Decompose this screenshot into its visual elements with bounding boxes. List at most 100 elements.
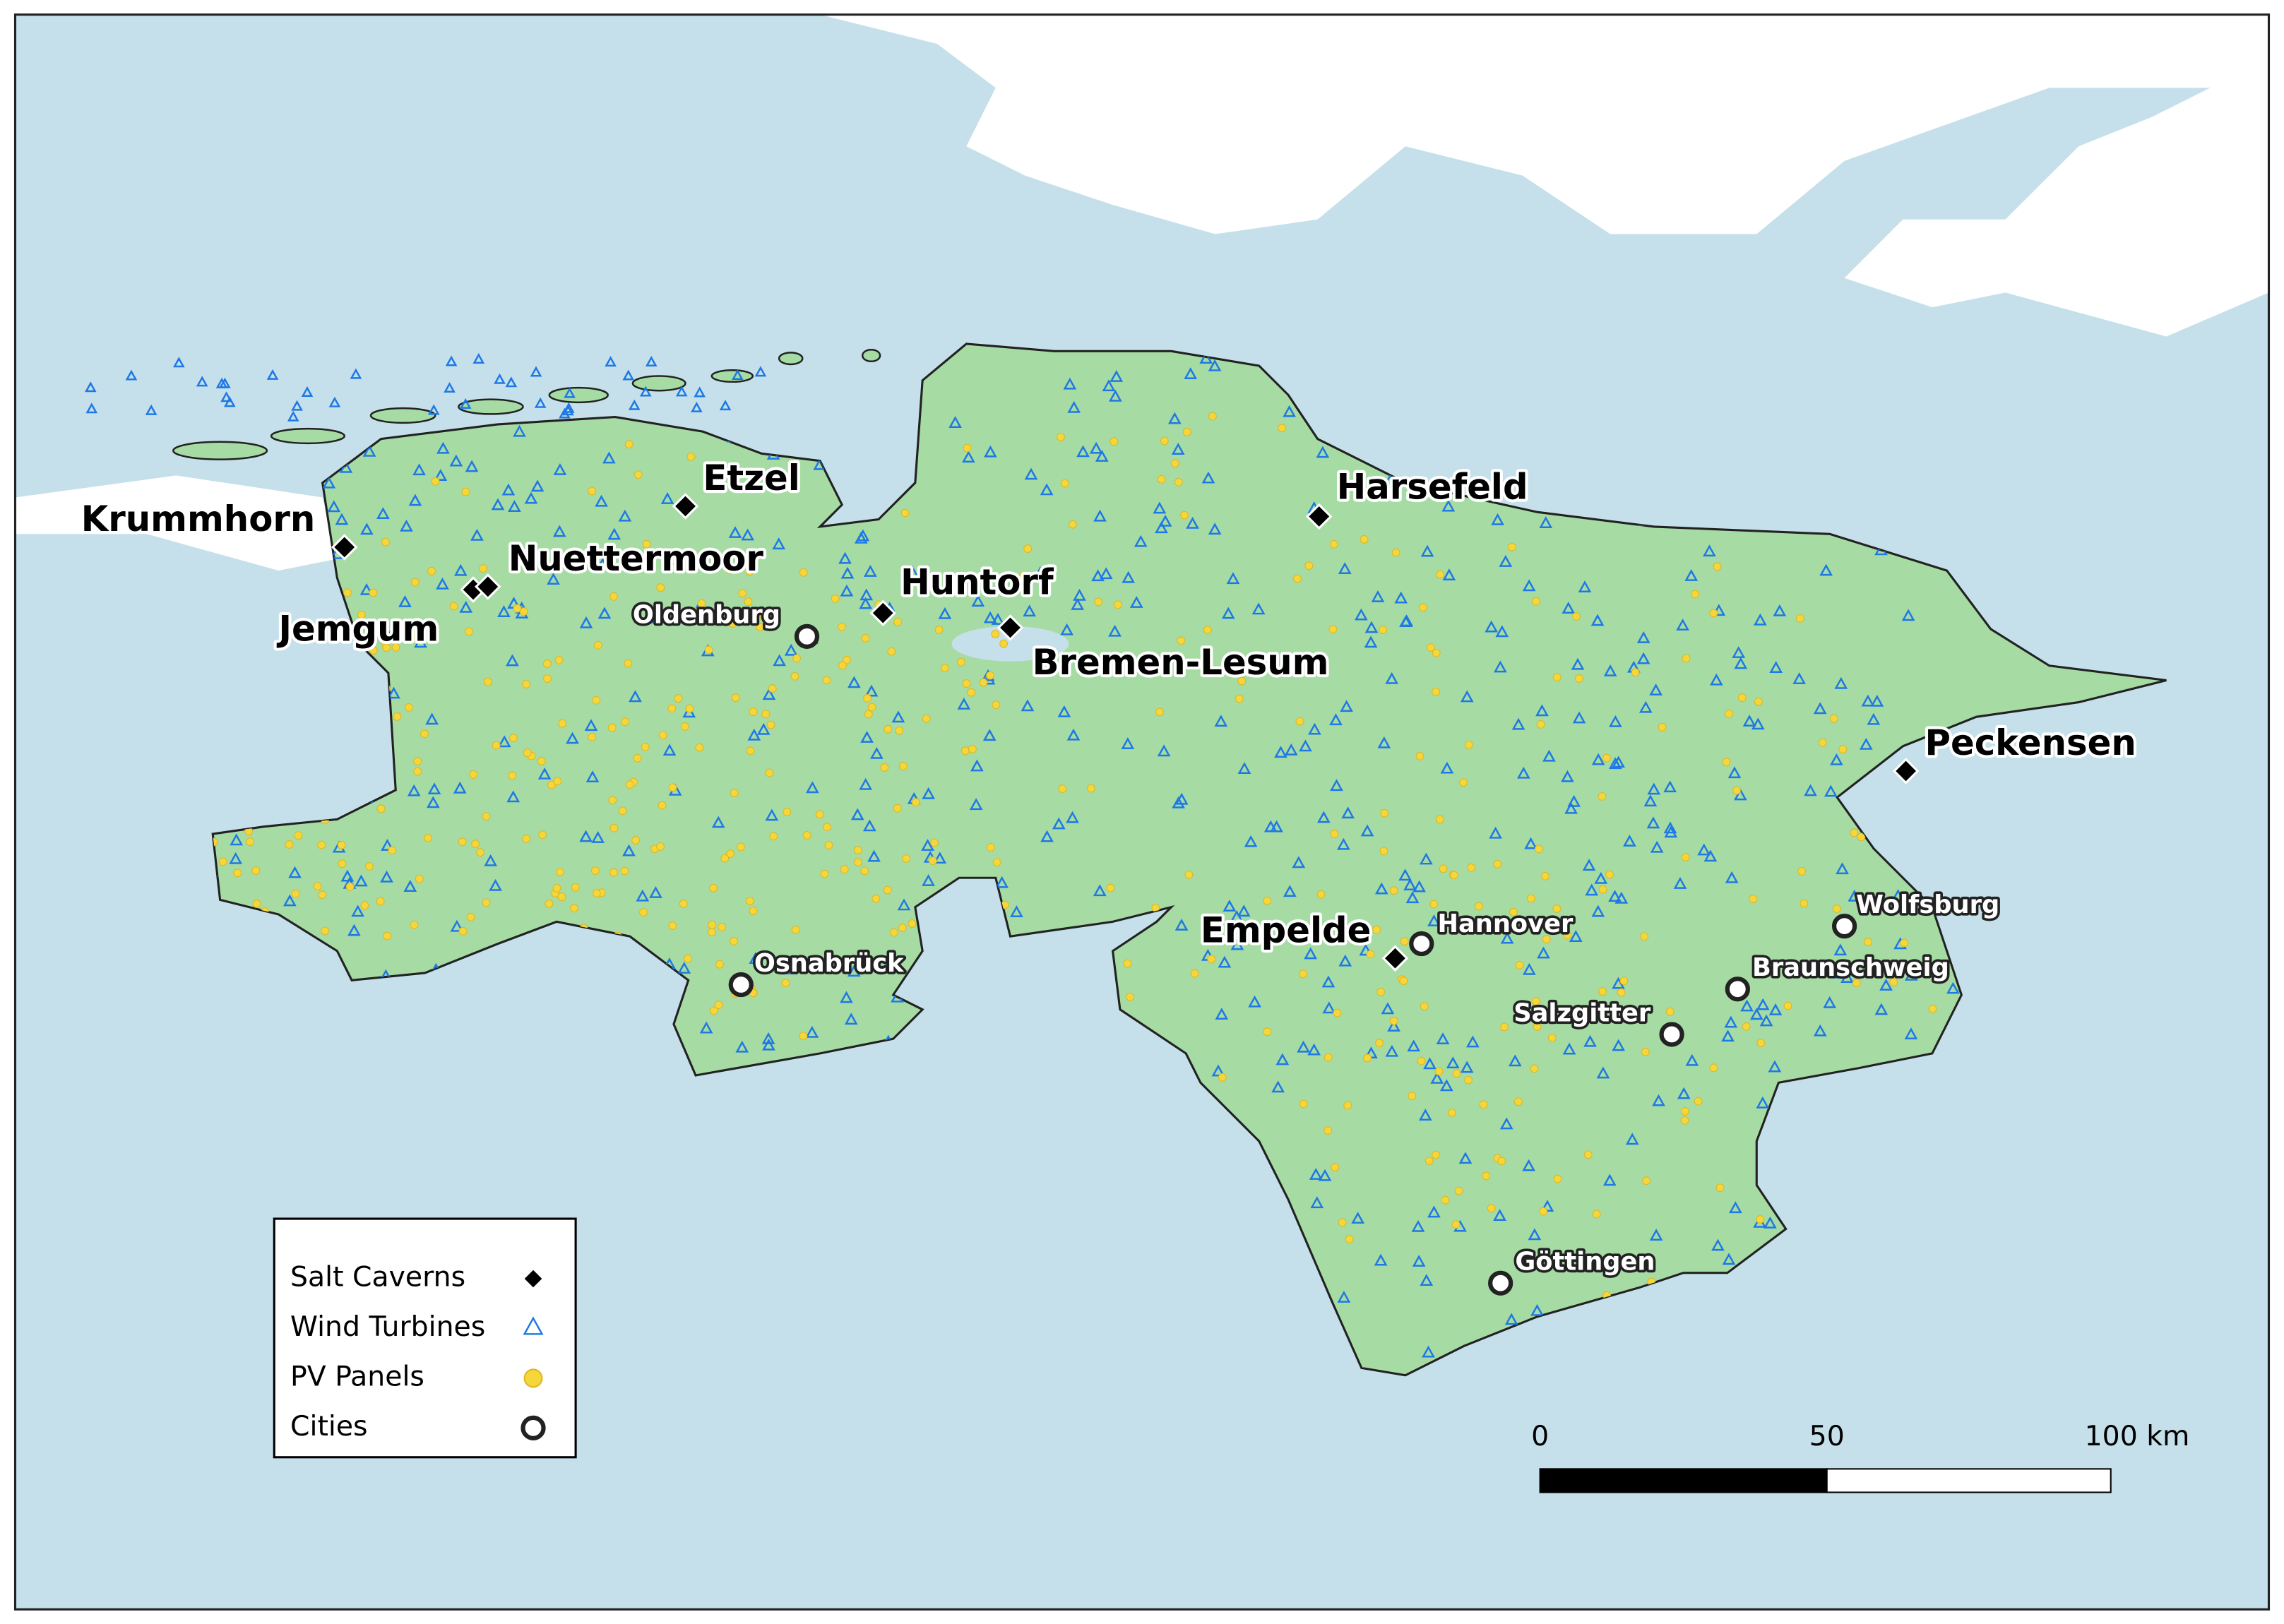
pv-panel [715,960,724,969]
pv-panel [458,926,468,936]
pv-panel [482,898,491,907]
pv-panel [1900,938,1909,948]
wind-turbine [1848,889,1862,902]
pv-panel [1123,959,1132,968]
pv-panel [492,741,501,750]
pv-panel [749,907,758,915]
pv-panel [791,926,800,934]
pv-panel [625,780,634,789]
pv-panel [658,801,667,810]
wind-turbine [662,744,677,756]
wind-turbine [1374,882,1388,895]
pv-panel [1380,808,1389,818]
pv-panel [1598,885,1607,894]
pv-panel [824,841,833,849]
wind-turbine [870,746,884,759]
pv-panel [1464,740,1473,749]
pv-panel [962,679,971,688]
pv-panel [908,919,917,928]
pv-panel [1441,1195,1450,1205]
wind-turbine [1251,602,1266,615]
pv-panel [591,866,600,875]
pv-panel [1432,1150,1440,1159]
pv-panel [1539,1207,1548,1216]
wind-turbine [1594,871,1608,884]
pv-panel [1709,1063,1718,1073]
wind-turbine [605,356,617,367]
city-marker [794,623,820,649]
pv-panel [1400,937,1409,946]
pv-panel [708,920,717,929]
wind-turbine [553,462,567,475]
wind-turbine [1274,746,1287,758]
pv-panel [479,564,487,573]
pv-panel [1415,752,1424,760]
wind-turbine [1612,756,1625,768]
wind-turbine [622,844,636,856]
pv-panel [1056,432,1065,441]
pv-panel [963,443,972,453]
wind-turbine [732,369,744,380]
wind-turbine [1763,1216,1777,1229]
wind-turbine [459,398,472,409]
pv-panel [1665,1008,1675,1016]
pv-panel [709,883,718,892]
pv-panel [1184,870,1194,879]
wind-turbine [1904,1027,1918,1040]
pv-panel [726,849,735,859]
pv-panel [449,602,458,611]
wind-turbine [1283,885,1297,897]
wind-turbine [1823,996,1837,1008]
wind-turbine [1033,566,1047,579]
wind-turbine [864,684,879,697]
pv-panel [1749,895,1758,903]
pv-panel [1360,923,1369,932]
pv-panel [1157,474,1166,484]
wind-turbine [1403,878,1417,890]
wind-turbine [1684,569,1699,581]
pv-panel [251,866,261,875]
pv-panel [746,897,754,905]
wind-turbine [602,451,616,464]
wind-turbine [675,386,688,397]
wind-turbine [840,584,854,597]
pv-panel [1343,1101,1352,1110]
wind-turbine [694,386,706,398]
pv-panel [360,901,369,910]
pv-panel [708,928,717,937]
wind-turbine [282,894,297,907]
wind-turbine [1394,591,1408,604]
wind-turbine [1371,590,1385,602]
pv-panel [1832,904,1841,913]
salt-cavern-marker [997,614,1024,641]
pv-panel [593,640,602,650]
wind-turbine [897,898,911,911]
pv-panel [543,659,552,668]
wind-turbine [859,777,873,790]
wind-turbine [1499,555,1513,567]
wind-turbine [585,770,600,782]
wind-turbine [224,396,236,407]
wind-turbine [1330,779,1343,792]
wind-turbine [1485,620,1499,633]
pv-panel [690,607,699,616]
wind-turbine [1663,821,1677,834]
pv-panel [1885,967,1894,976]
pv-panel [1737,693,1747,702]
wind-turbine [1021,699,1035,712]
pv-panel [861,634,870,643]
wind-turbine [1076,445,1090,458]
pv-panel [952,578,961,587]
pv-panel [1574,674,1583,683]
wind-turbine [403,880,417,892]
wind-turbine [1430,1071,1444,1084]
wind-turbine [938,607,952,619]
pv-panel [1324,1053,1333,1062]
legend-label: Cities [290,1410,368,1443]
labels: Krummhorn Jemgum Nuettermoor Etzel Huntorf Br… [78,455,2139,1296]
wind-turbine [1564,801,1578,814]
wind-turbine [1511,717,1525,730]
wind-turbine [1186,516,1199,529]
wind-turbine [434,469,448,481]
wind-turbine [436,441,450,454]
